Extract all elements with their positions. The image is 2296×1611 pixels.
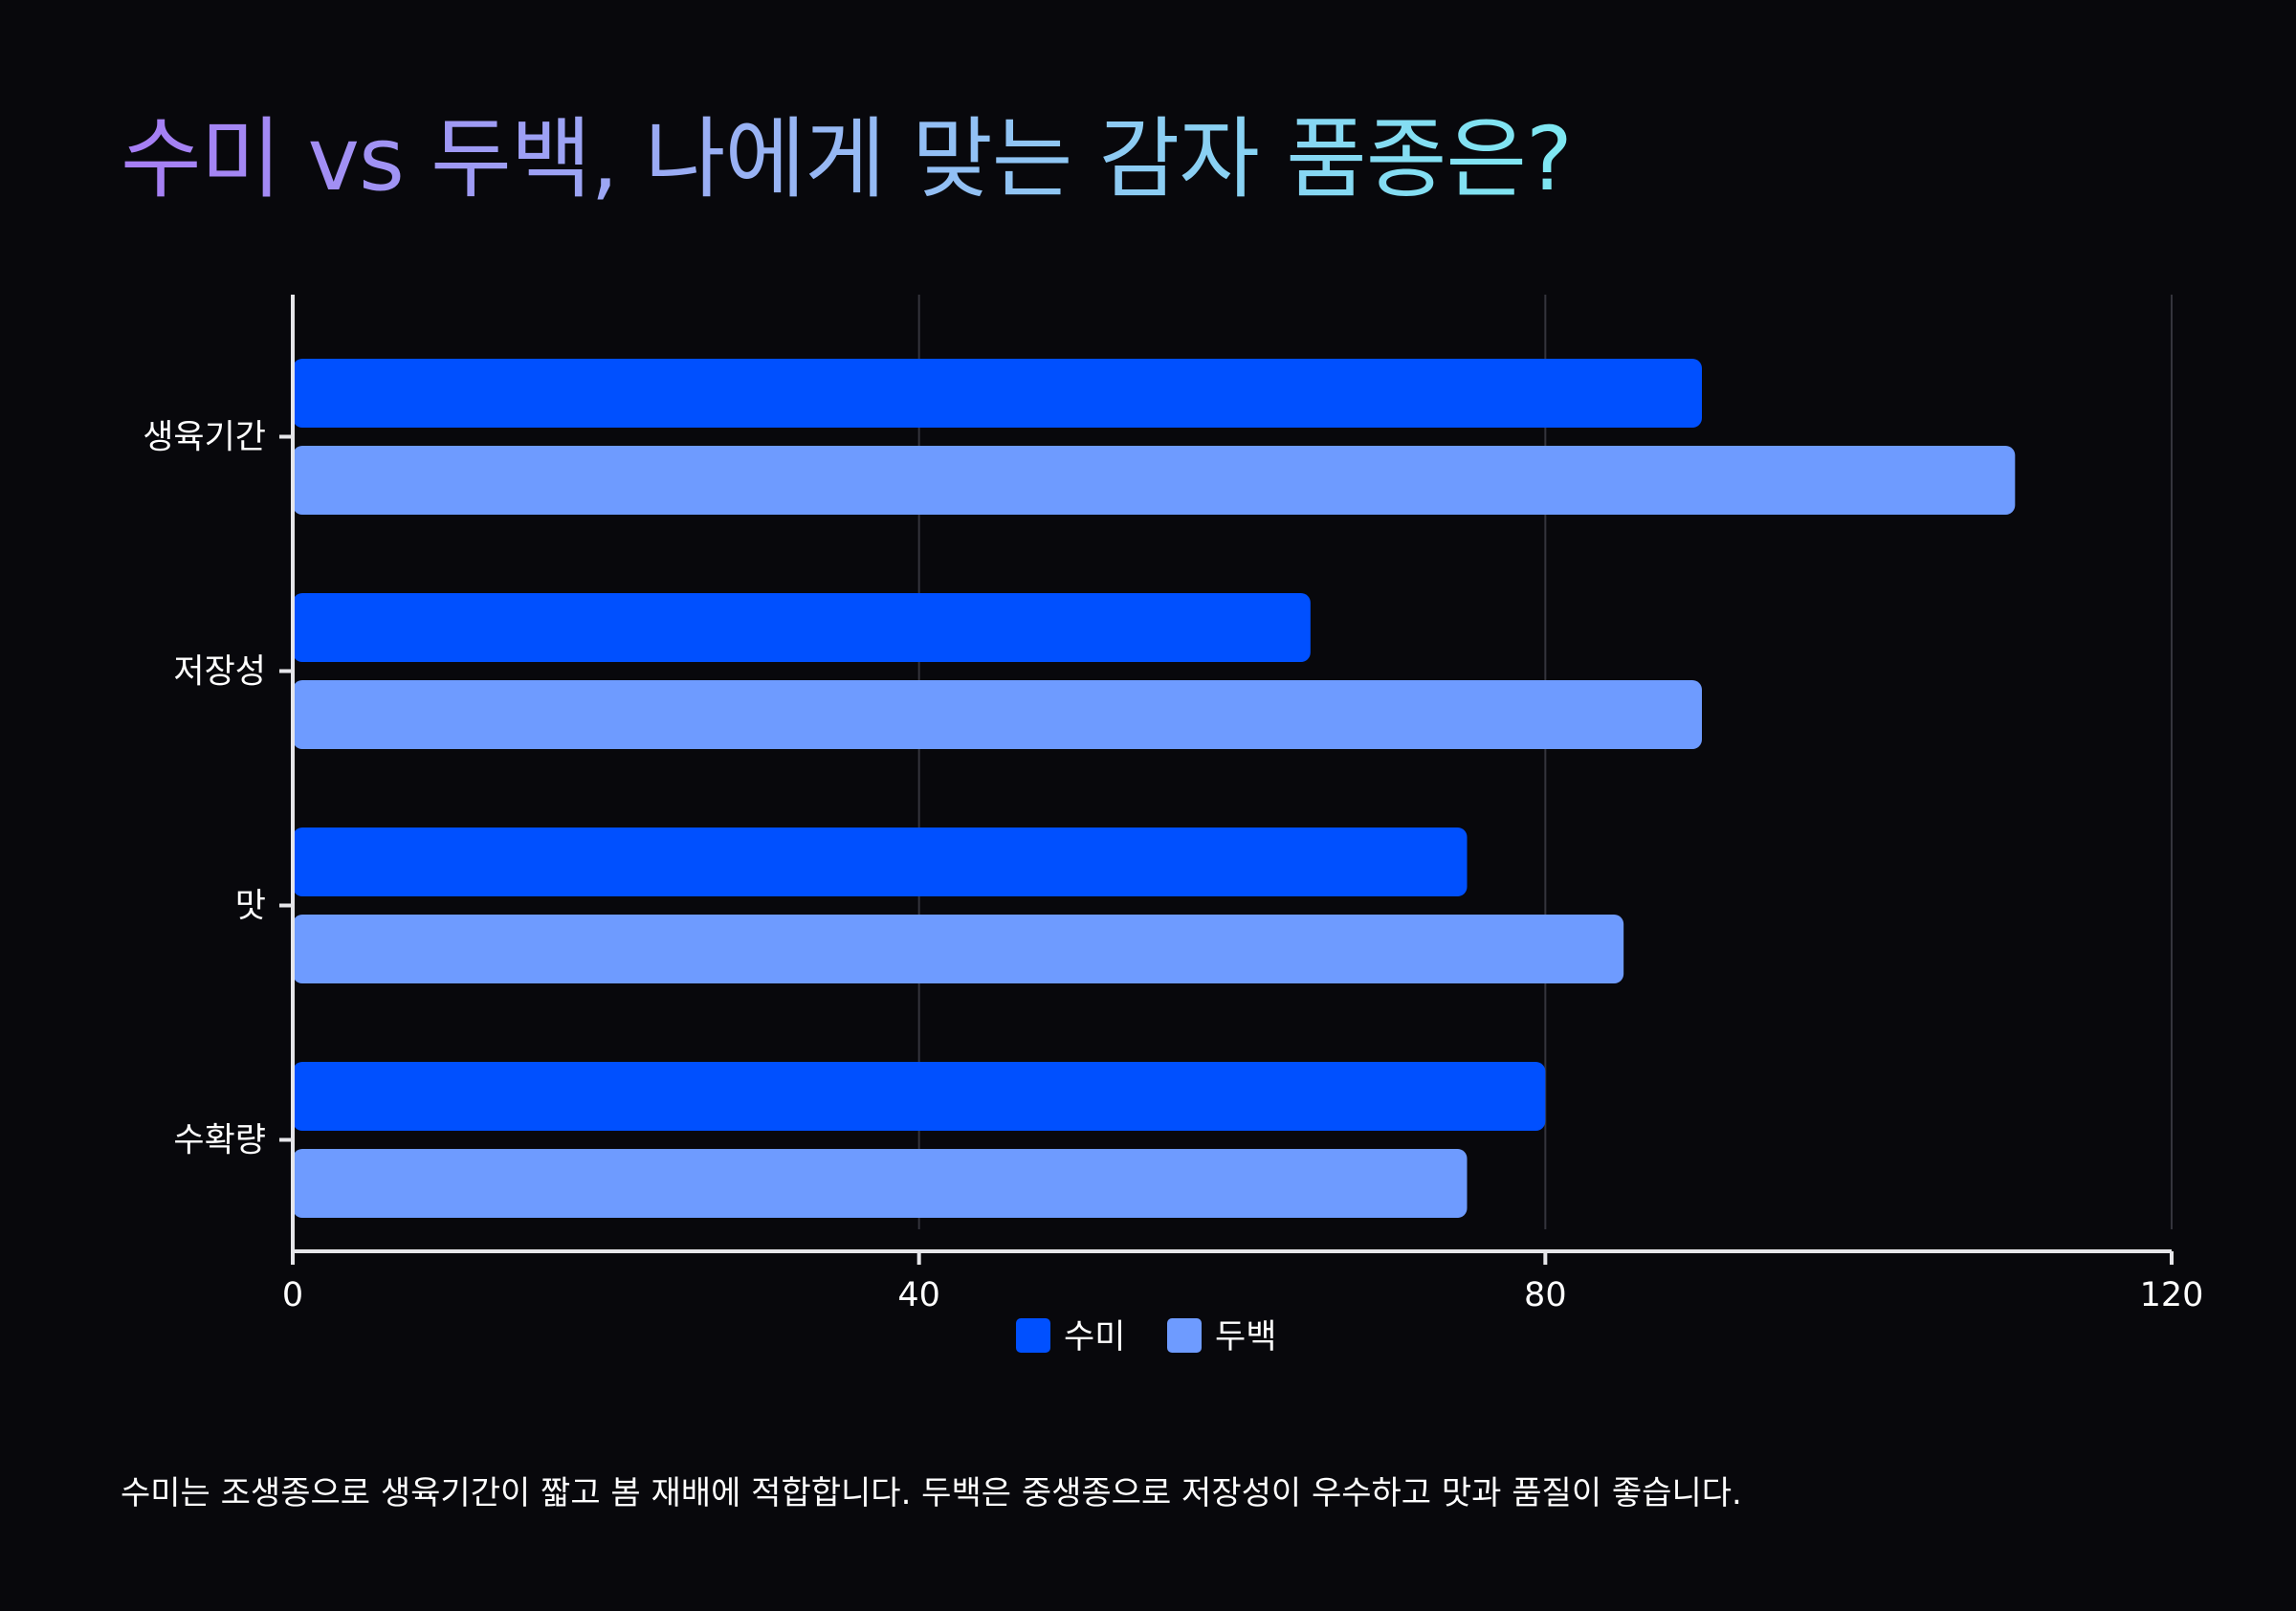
bar-sumi [293,359,1702,428]
legend: 수미 두백 [1016,1318,1276,1357]
legend-label: 두백 [1215,1318,1276,1357]
y-tick-label: 맛 [235,888,266,926]
y-tick-label: 생육기간 [143,419,266,457]
x-tick-label: 40 [897,1276,940,1314]
legend-label: 수미 [1064,1318,1125,1357]
y-tick-label: 저장성 [173,653,266,692]
x-tick-label: 120 [2140,1276,2204,1314]
bar-dubaek [293,1149,1468,1218]
chart-caption: 수미는 조생종으로 생육기간이 짧고 봄 재배에 적합합니다. 두백은 중생종으… [121,1474,1742,1512]
legend-swatch [1167,1318,1202,1353]
bar-sumi [293,593,1311,662]
x-tick-label: 0 [282,1276,303,1314]
bar-sumi [293,1062,1546,1131]
bars [293,359,2016,1218]
bar-sumi [293,828,1468,896]
bar-dubaek [293,446,2016,515]
y-tick-label: 수확량 [173,1122,266,1160]
legend-swatch [1016,1318,1050,1353]
bar-dubaek [293,915,1624,983]
x-tick-label: 80 [1524,1276,1567,1314]
chart-title: 수미 vs 두백, 나에게 맞는 감자 품종은? [121,88,1573,215]
bar-dubaek [293,680,1702,749]
